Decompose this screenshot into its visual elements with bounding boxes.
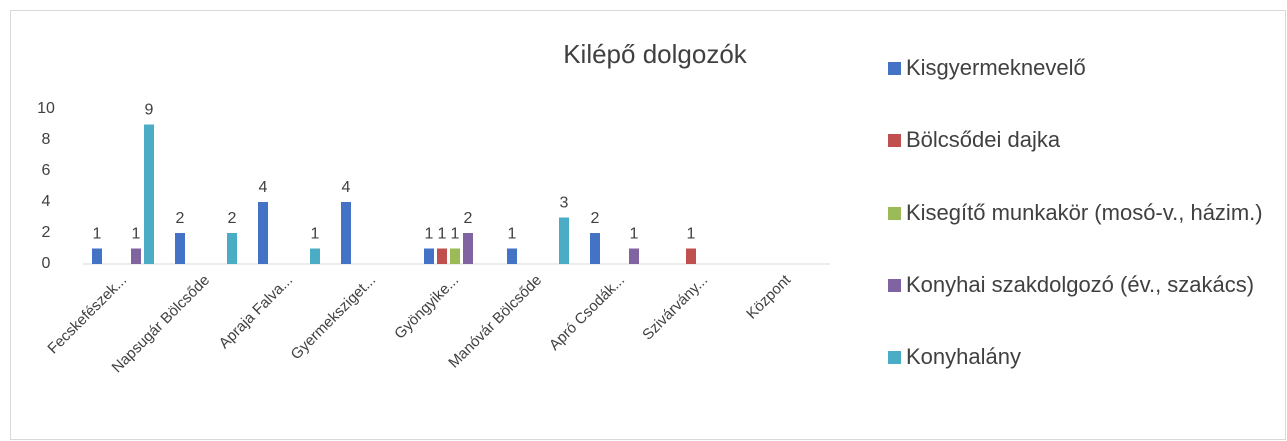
y-tick-label: 8 <box>42 131 51 148</box>
bar <box>424 248 434 264</box>
bar <box>144 124 154 264</box>
bar <box>258 202 268 264</box>
data-label: 1 <box>451 226 460 243</box>
x-tick-label: Gyermeksziget... <box>288 272 380 364</box>
data-label: 2 <box>464 210 473 227</box>
chart-border <box>10 10 1286 440</box>
data-label: 1 <box>93 226 102 243</box>
bar <box>437 248 447 264</box>
x-tick-label: Fecskefészek... <box>44 272 130 358</box>
legend-swatch <box>888 62 901 75</box>
bar <box>227 233 237 264</box>
bar <box>559 217 569 264</box>
data-label: 1 <box>425 226 434 243</box>
legend-swatch <box>888 207 901 220</box>
bar <box>629 248 639 264</box>
bar <box>507 248 517 264</box>
legend-entry: Kisegítő munkakör (mosó-v., házim.) <box>888 199 1284 226</box>
bar <box>463 233 473 264</box>
legend-entry: Kisgyermeknevelő <box>888 54 1284 81</box>
legend-swatch <box>888 351 901 364</box>
bar <box>686 248 696 264</box>
data-label: 1 <box>311 226 320 243</box>
data-label: 1 <box>438 226 447 243</box>
x-tick-label: Apró Csodák... <box>546 272 628 354</box>
data-label: 1 <box>687 226 696 243</box>
data-label: 9 <box>145 102 154 119</box>
y-tick-label: 0 <box>42 255 51 272</box>
data-label: 1 <box>508 226 517 243</box>
legend-swatch <box>888 134 901 147</box>
data-label: 3 <box>560 195 569 212</box>
y-tick-label: 6 <box>42 162 51 179</box>
x-tick-label: Manóvár Bölcsőde <box>445 272 545 372</box>
bar <box>92 248 102 264</box>
data-label: 4 <box>342 179 351 196</box>
data-label: 2 <box>228 210 237 227</box>
bar <box>450 248 460 264</box>
x-tick-label: Szivárvány... <box>639 272 711 344</box>
data-label: 1 <box>132 226 141 243</box>
legend-label: Konyhalány <box>906 344 1021 369</box>
legend-label: Kisgyermeknevelő <box>906 55 1086 80</box>
y-tick-label: 10 <box>37 100 55 117</box>
legend-entry: Konyhalány <box>888 343 1284 370</box>
y-tick-label: 4 <box>42 193 51 210</box>
legend-entry: Konyhai szakdolgozó (év., szakács) <box>888 271 1284 298</box>
legend-label: Konyhai szakdolgozó (év., szakács) <box>906 272 1255 297</box>
data-label: 1 <box>630 226 639 243</box>
data-label: 2 <box>591 210 600 227</box>
legend-label: Bölcsődei dajka <box>906 127 1061 152</box>
bar <box>131 248 141 264</box>
data-label: 4 <box>259 179 268 196</box>
chart-title: Kilépő dolgozók <box>563 39 748 69</box>
bar <box>310 248 320 264</box>
x-tick-label: Apraja Falva... <box>216 272 296 352</box>
x-tick-label: Központ <box>743 271 795 323</box>
legend-swatch <box>888 279 901 292</box>
legend-label: Kisegítő munkakör (mosó-v., házim.) <box>906 200 1263 225</box>
bar <box>341 202 351 264</box>
y-tick-label: 2 <box>42 224 51 241</box>
bar <box>175 233 185 264</box>
x-tick-label: Gyöngyike... <box>391 272 462 343</box>
bar <box>590 233 600 264</box>
legend-entry: Bölcsődei dajka <box>888 126 1284 153</box>
data-label: 2 <box>176 210 185 227</box>
